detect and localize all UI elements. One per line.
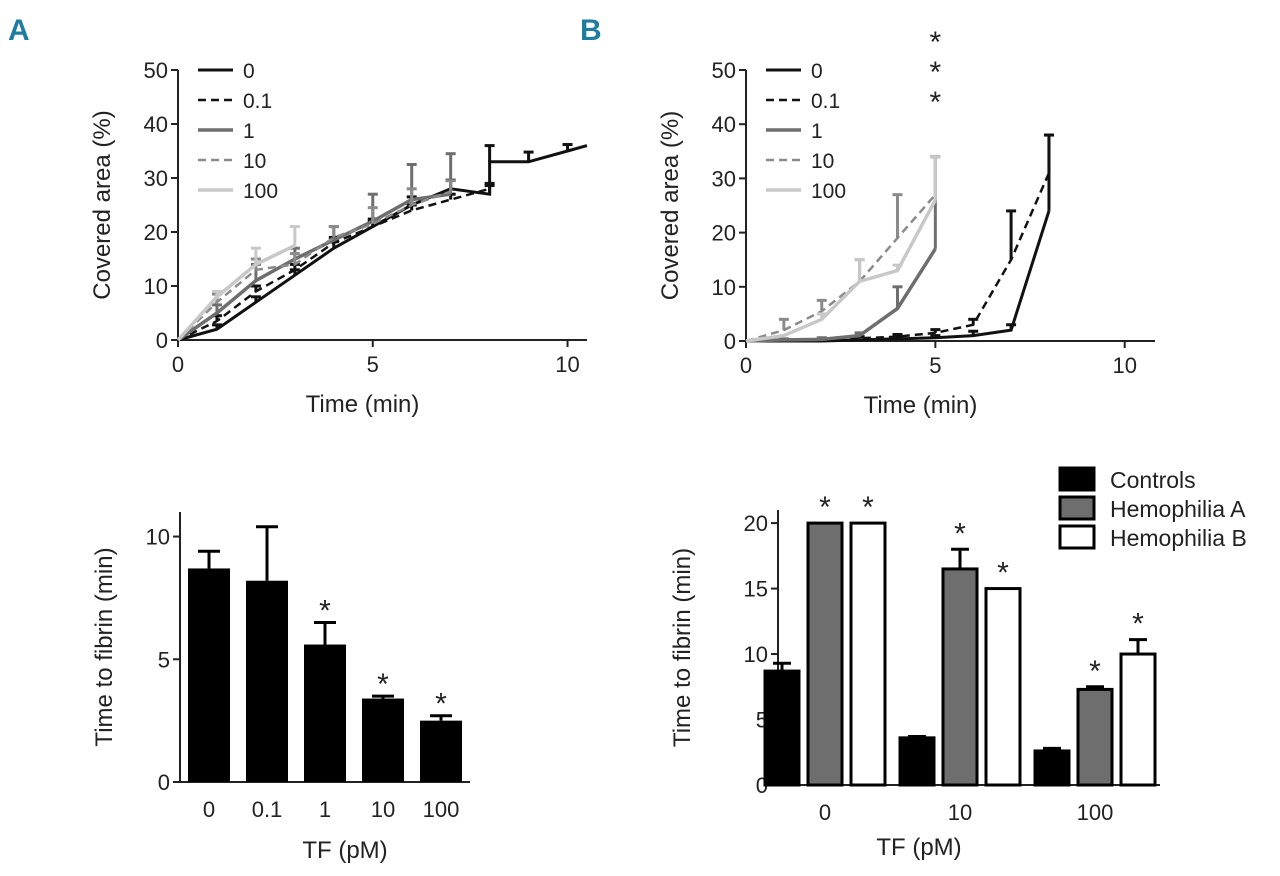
a-top-legend-label: 10 — [243, 150, 266, 173]
a-top-x-tick-label: 0 — [172, 352, 184, 377]
b-bottom-y-label: Time to fibrin (min) — [669, 548, 696, 747]
b-top-legend-label: 1 — [811, 120, 823, 143]
a-bottom-x-tick-label: 0.1 — [252, 797, 283, 822]
a-top-x-label: Time (min) — [306, 391, 420, 418]
b-bottom-legend-label: Hemophilia B — [1110, 525, 1247, 551]
b-top-legend-label: 100 — [811, 180, 846, 203]
b-bottom-y-tick-label: 15 — [744, 577, 768, 602]
b-bottom-y-tick-label: 10 — [744, 642, 768, 667]
b-top-y-tick-label: 50 — [712, 58, 736, 83]
a-bottom-y-tick-label: 10 — [146, 525, 170, 550]
b-top-legend-label: 0.1 — [811, 90, 840, 113]
b-bottom-x-tick-label: 0 — [819, 800, 831, 825]
a-bottom-bar — [246, 580, 288, 782]
a-top-y-tick-label: 10 — [144, 274, 168, 299]
a-bottom-annotation-star: * — [319, 594, 331, 627]
b-top-x-tick-label: 0 — [740, 353, 752, 378]
b-bottom-y-tick-label: 20 — [744, 511, 768, 536]
a-top-y-label: Covered area (%) — [89, 110, 116, 299]
b-bottom-legend-swatch — [1058, 495, 1096, 521]
b-top-legend-label: 0 — [811, 60, 823, 83]
b-bottom-bar-controls — [898, 736, 936, 787]
b-top-y-tick-label: 40 — [712, 112, 736, 137]
a-top-y-tick-label: 30 — [144, 166, 168, 191]
b-top-y-label: Covered area (%) — [657, 111, 684, 300]
a-bottom-y-tick-label: 0 — [158, 770, 170, 795]
b-top-y-tick-label: 0 — [724, 329, 736, 354]
b-top-y-tick-label: 20 — [712, 221, 736, 246]
b-bottom-bar-controls — [1033, 749, 1071, 787]
b-bottom-legend-swatch — [1058, 466, 1096, 492]
a-bottom-bar — [304, 644, 346, 782]
b-bottom-annotation-star: * — [954, 517, 966, 550]
b-bottom-legend-label: Controls — [1110, 467, 1196, 493]
b-bottom-annotation-star: * — [997, 557, 1009, 590]
a-top-series-1 — [177, 192, 451, 342]
a-bottom-annotation-star: * — [435, 688, 447, 721]
b-bottom-annotation-star: * — [819, 491, 831, 524]
a-bottom-bar — [188, 568, 230, 782]
panel-label-b: B — [580, 14, 602, 47]
b-top-annotation-star: * — [930, 26, 942, 59]
a-top-legend-label: 100 — [243, 180, 278, 203]
a-top-legend-label: 0 — [243, 60, 255, 83]
a-top-series-100 — [176, 243, 296, 342]
b-bottom-bar-hemophilia-b — [1119, 652, 1157, 787]
a-bottom-x-tick-label: 1 — [319, 797, 331, 822]
a-top-series-10 — [177, 190, 452, 341]
b-bottom-legend-swatch — [1058, 524, 1096, 550]
b-top-x-tick-label: 10 — [1112, 353, 1136, 378]
a-top-series-0_1 — [177, 187, 490, 342]
a-bottom-annotation-star: * — [377, 668, 389, 701]
b-bottom-x-label: TF (pM) — [876, 834, 961, 861]
b-bottom-annotation-star: * — [862, 491, 874, 524]
a-bottom-x-tick-label: 100 — [423, 797, 460, 822]
a-bottom-y-tick-label: 5 — [158, 647, 170, 672]
b-bottom-x-tick-label: 100 — [1077, 800, 1114, 825]
b-bottom-bar-hemophilia-a — [941, 567, 979, 787]
b-bottom-legend-label: Hemophilia A — [1110, 496, 1246, 522]
b-top-legend-label: 10 — [811, 150, 834, 173]
b-top-y-tick-label: 30 — [712, 166, 736, 191]
b-top-annotation-star: * — [930, 86, 942, 119]
b-top-series-0_1 — [746, 172, 1051, 343]
a-bottom-bar — [420, 720, 462, 782]
a-top-x-tick-label: 10 — [555, 352, 579, 377]
panel-label-a: A — [8, 14, 30, 47]
a-bottom-y-label: Time to fibrin (min) — [91, 547, 118, 746]
b-bottom-annotation-star: * — [1132, 608, 1144, 641]
b-top-annotation-star: * — [930, 56, 942, 89]
b-bottom-bar-hemophilia-a — [806, 521, 844, 787]
b-top-series-10 — [745, 193, 937, 343]
a-bottom-x-label: TF (pM) — [302, 837, 387, 864]
b-bottom-x-tick-label: 10 — [948, 800, 972, 825]
a-top-legend-label: 0.1 — [243, 90, 272, 113]
a-top-y-tick-label: 50 — [144, 58, 168, 83]
b-bottom-bar-hemophilia-b — [849, 521, 887, 787]
b-top-x-tick-label: 5 — [929, 353, 941, 378]
a-top-y-tick-label: 40 — [144, 112, 168, 137]
b-bottom-bar-hemophilia-a — [1076, 687, 1114, 787]
b-bottom-bar-controls — [763, 669, 801, 787]
a-bottom-bar — [362, 698, 404, 782]
b-top-y-tick-label: 10 — [712, 275, 736, 300]
b-top-series-1 — [745, 247, 937, 343]
b-top-x-label: Time (min) — [864, 392, 978, 419]
a-top-legend-label: 1 — [243, 120, 255, 143]
a-top-y-tick-label: 20 — [144, 220, 168, 245]
a-top-y-tick-label: 0 — [156, 328, 168, 353]
b-top-series-100 — [745, 199, 937, 343]
b-bottom-annotation-star: * — [1089, 655, 1101, 688]
a-top-series-0 — [177, 144, 588, 342]
a-top-x-tick-label: 5 — [367, 352, 379, 377]
a-bottom-x-tick-label: 10 — [371, 797, 395, 822]
a-bottom-x-tick-label: 0 — [203, 797, 215, 822]
b-bottom-bar-hemophilia-b — [984, 587, 1022, 787]
